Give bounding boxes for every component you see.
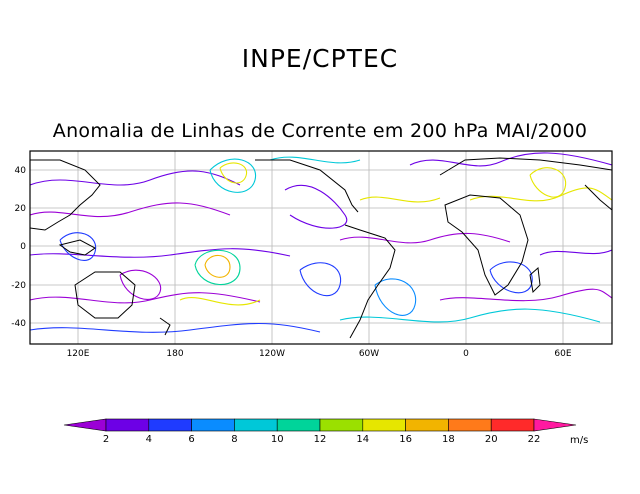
colorbar-label: 2	[103, 434, 109, 445]
colorbar-label: 12	[314, 434, 327, 445]
colorbar-label: 14	[356, 434, 369, 445]
lat-tick-labels: 40 20 0 -20 -40	[11, 166, 26, 329]
colorbar-segment	[405, 418, 449, 432]
lat-tick: -20	[11, 281, 26, 291]
colorbar-label: 4	[146, 434, 152, 445]
map-frame	[29, 150, 613, 345]
coastlines	[30, 157, 612, 339]
colorbar-label: 8	[231, 434, 237, 445]
colorbar-segment	[448, 418, 492, 432]
colorbar-label: 22	[528, 434, 541, 445]
colorbar-arrow-right	[533, 418, 577, 432]
colorbar-segment	[234, 418, 278, 432]
colorbar-segment	[276, 418, 321, 432]
lat-tick: 40	[15, 166, 27, 176]
colorbar-label: 20	[485, 434, 498, 445]
colorbar-segment	[362, 418, 406, 432]
lon-tick: 0	[463, 349, 469, 359]
colorbar-label: 16	[399, 434, 412, 445]
lon-tick-labels: 120E 180 120W 60W 0 60E	[67, 349, 572, 359]
speed-colorbar: 2 4 6 8 10 12 14 16 18 20 22	[63, 418, 577, 445]
colorbar-segment	[191, 418, 235, 432]
lon-tick: 60W	[359, 349, 379, 359]
colorbar-segment	[148, 418, 192, 432]
lon-tick: 120E	[67, 349, 90, 359]
lon-tick: 180	[166, 349, 183, 359]
lon-tick: 120W	[259, 349, 285, 359]
colorbar-segment	[490, 418, 535, 432]
lat-tick: 20	[15, 204, 27, 214]
colorbar-label: 18	[442, 434, 455, 445]
lat-tick: -40	[11, 319, 26, 329]
colorbar-arrow-left	[63, 418, 107, 432]
map-gridlines	[30, 151, 612, 344]
colorbar-segment	[319, 418, 364, 432]
colorbar-unit: m/s	[570, 435, 588, 446]
map-background	[30, 151, 612, 344]
colorbar-label: 10	[271, 434, 284, 445]
lat-tick: 0	[20, 242, 26, 252]
streamlines	[30, 152, 612, 333]
agency-title: INPE/CPTEC	[241, 44, 399, 73]
colorbar-segment	[105, 418, 150, 432]
map-subtitle: Anomalia de Linhas de Corrente em 200 hP…	[52, 120, 588, 142]
lon-tick: 60E	[554, 349, 571, 359]
colorbar-label: 6	[188, 434, 194, 445]
